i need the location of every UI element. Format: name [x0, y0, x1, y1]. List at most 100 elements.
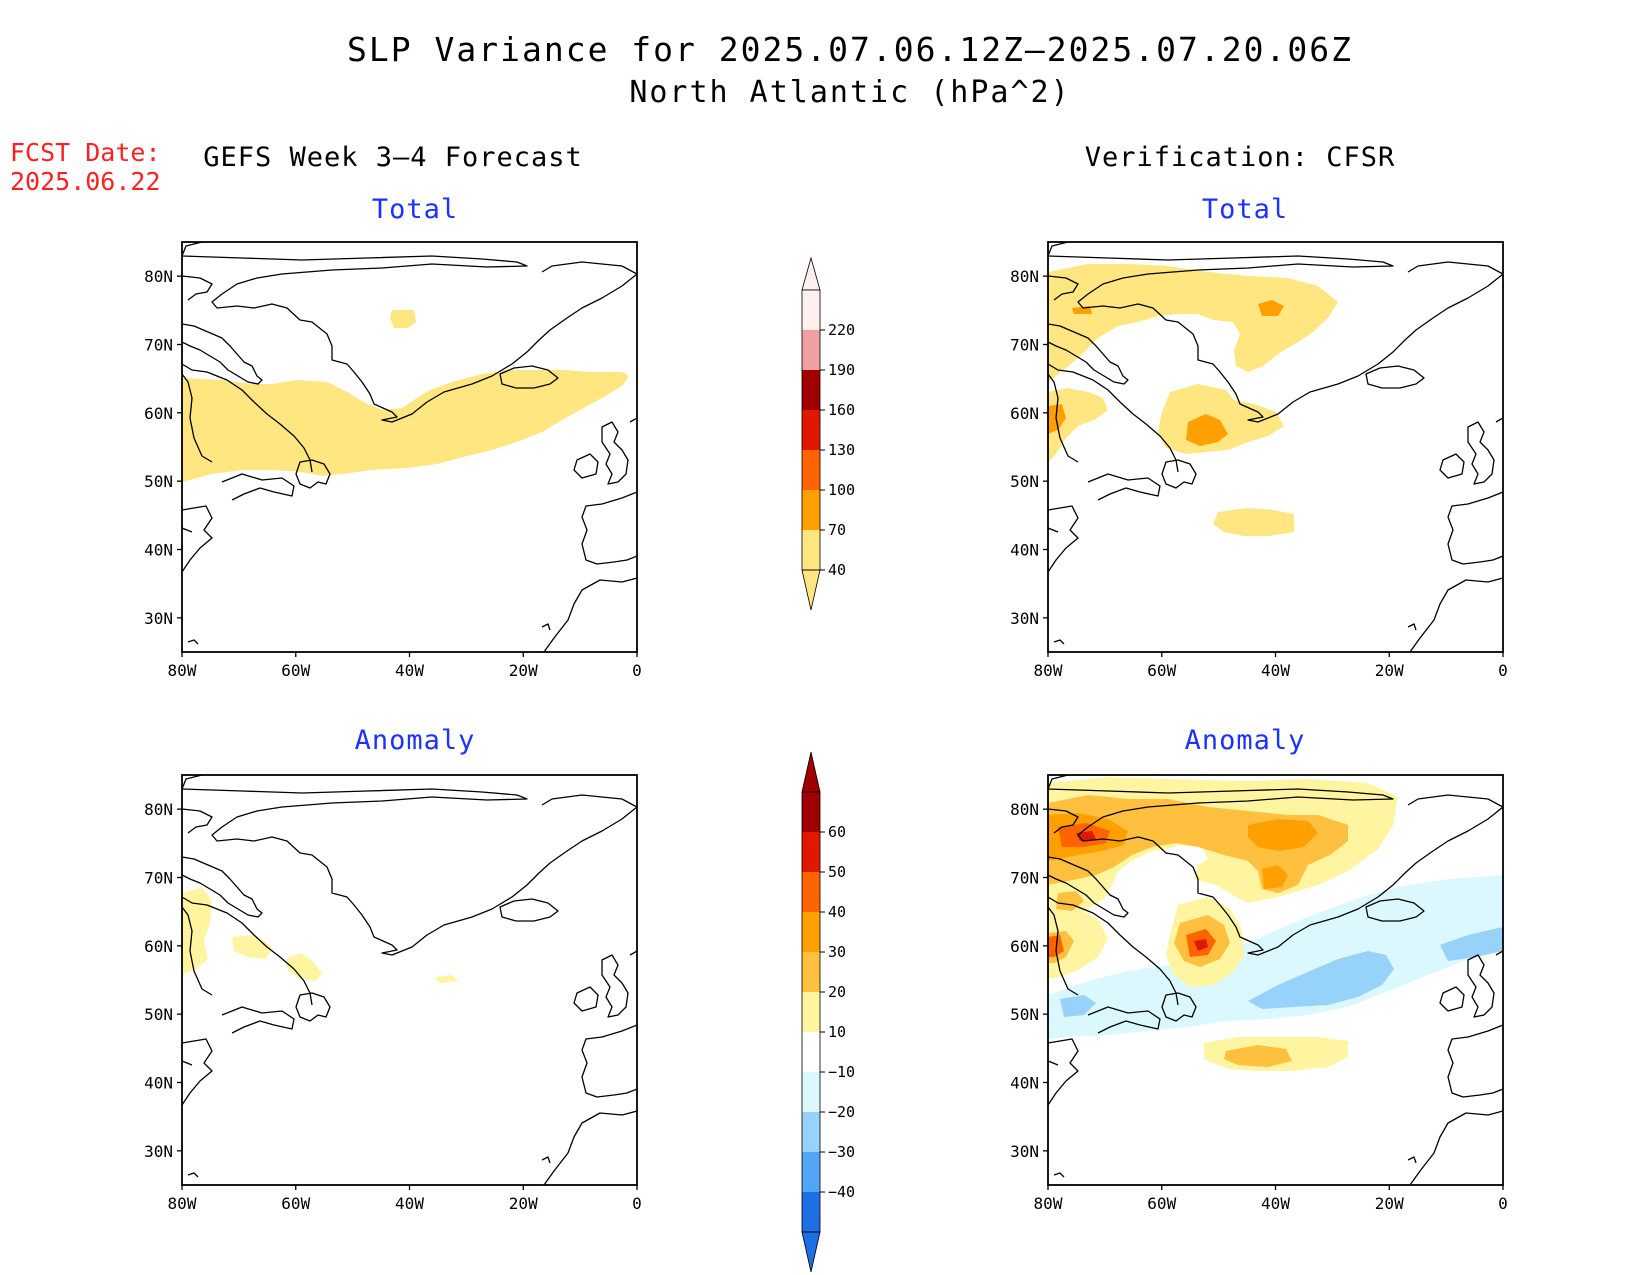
- panel-title-forecast-total: Total: [371, 194, 459, 225]
- y-tick-label: 50N: [1010, 1005, 1039, 1024]
- y-tick-label: 40N: [144, 1074, 173, 1093]
- x-tick-label: 40W: [1261, 661, 1290, 680]
- colorbar-label: 40: [828, 561, 846, 579]
- panel-title-forecast-anomaly: Anomaly: [354, 725, 476, 756]
- colorbar-swatch: [802, 1032, 820, 1072]
- colorbar-top-arrow: [801, 751, 821, 793]
- x-tick-label: 80W: [168, 661, 197, 680]
- y-tick-label: 30N: [1010, 609, 1039, 628]
- x-tick-label: 60W: [281, 661, 310, 680]
- y-tick-label: 70N: [1010, 336, 1039, 355]
- colorbar-frame: [801, 791, 821, 1233]
- y-tick-label: 80N: [1010, 800, 1039, 819]
- x-tick-label: 80W: [168, 1194, 197, 1213]
- panel-title-verification-total: Total: [1201, 194, 1289, 225]
- column-header-forecast: GEFS Week 3–4 Forecast: [203, 142, 583, 173]
- colorbar-top-arrow: [801, 256, 821, 291]
- colorbar-label: 220: [828, 321, 855, 339]
- panel-title-verification-anomaly: Anomaly: [1184, 725, 1306, 756]
- y-tick-label: 70N: [144, 336, 173, 355]
- colorbar-swatch: [802, 1072, 820, 1112]
- y-tick-label: 60N: [144, 404, 173, 423]
- y-tick-label: 60N: [1010, 937, 1039, 956]
- colorbar-swatch: [802, 832, 820, 872]
- y-tick-label: 60N: [1010, 404, 1039, 423]
- x-tick-label: 60W: [281, 1194, 310, 1213]
- y-tick-label: 60N: [144, 937, 173, 956]
- fcst-date: FCST Date: 2025.06.22: [10, 138, 161, 196]
- x-tick-label: 20W: [509, 1194, 538, 1213]
- x-tick-label: 20W: [1375, 661, 1404, 680]
- colorbar-swatch: [802, 290, 820, 330]
- colorbar-swatch: [802, 410, 820, 450]
- contour-fill: [182, 887, 458, 983]
- colorbar-label: −10: [828, 1063, 855, 1081]
- x-tick-label: 0: [632, 1194, 642, 1213]
- y-tick-label: 80N: [144, 800, 173, 819]
- colorbar-label: 20: [828, 983, 846, 1001]
- colorbar-swatch: [802, 1112, 820, 1152]
- y-tick-label: 70N: [144, 869, 173, 888]
- colorbar-label: 100: [828, 481, 855, 499]
- colorbar-frame: [801, 289, 821, 571]
- colorbar-label: 10: [828, 1023, 846, 1041]
- contour-fill: [182, 310, 629, 482]
- x-tick-label: 0: [632, 661, 642, 680]
- y-tick-label: 30N: [1010, 1142, 1039, 1161]
- colorbar-label: 50: [828, 863, 846, 881]
- contour-fill: [1048, 777, 1503, 1071]
- y-tick-label: 40N: [1010, 541, 1039, 560]
- colorbar-swatch: [802, 490, 820, 530]
- x-tick-label: 40W: [395, 661, 424, 680]
- y-tick-label: 50N: [1010, 472, 1039, 491]
- colorbar-bottom-arrow: [801, 1231, 821, 1273]
- title-line-1: SLP Variance for 2025.07.06.12Z–2025.07.…: [347, 30, 1353, 69]
- colorbar-swatch: [802, 912, 820, 952]
- colorbar-label: 190: [828, 361, 855, 379]
- colorbar-label: −20: [828, 1103, 855, 1121]
- colorbar-label: −30: [828, 1143, 855, 1161]
- x-tick-label: 0: [1498, 661, 1508, 680]
- title-line-2: North Atlantic (hPa^2): [629, 75, 1071, 110]
- x-tick-label: 80W: [1034, 661, 1063, 680]
- colorbar-anomaly: 60 50 40 30 20 10 −10 −20 −30 −40: [801, 751, 855, 1273]
- colorbar-label: 160: [828, 401, 855, 419]
- x-tick-label: 40W: [395, 1194, 424, 1213]
- x-tick-label: 80W: [1034, 1194, 1063, 1213]
- colorbar-label: 30: [828, 943, 846, 961]
- colorbar-swatch: [802, 1152, 820, 1192]
- colorbar-bottom-arrow: [801, 569, 821, 611]
- colorbar-total: 220 190 160 130 100 70 40: [801, 256, 855, 611]
- colorbar-label: 40: [828, 903, 846, 921]
- map-verification-total: [1047, 241, 1504, 653]
- x-tick-label: 20W: [509, 661, 538, 680]
- map-verification-anomaly: [1047, 774, 1504, 1186]
- colorbar-swatch: [802, 370, 820, 410]
- colorbar-swatch: [802, 1192, 820, 1232]
- column-header-verification: Verification: CFSR: [1084, 142, 1396, 173]
- y-tick-label: 50N: [144, 1005, 173, 1024]
- y-tick-label: 70N: [1010, 869, 1039, 888]
- x-tick-label: 40W: [1261, 1194, 1290, 1213]
- colorbar-label: 130: [828, 441, 855, 459]
- colorbar-swatch: [802, 450, 820, 490]
- colorbar-label: −40: [828, 1183, 855, 1201]
- fcst-date-label: FCST Date:: [10, 138, 161, 167]
- x-tick-label: 20W: [1375, 1194, 1404, 1213]
- y-tick-label: 80N: [1010, 267, 1039, 286]
- fcst-date-value: 2025.06.22: [10, 167, 161, 196]
- x-tick-label: 60W: [1147, 1194, 1176, 1213]
- y-tick-label: 40N: [1010, 1074, 1039, 1093]
- colorbar-swatch: [802, 792, 820, 832]
- colorbar-swatch: [802, 952, 820, 992]
- x-tick-label: 0: [1498, 1194, 1508, 1213]
- colorbar-label: 70: [828, 521, 846, 539]
- x-tick-label: 60W: [1147, 661, 1176, 680]
- colorbar-swatch: [802, 872, 820, 912]
- colorbar-swatch: [802, 992, 820, 1032]
- y-tick-label: 80N: [144, 267, 173, 286]
- axis-labels: 80W 60W 40W 20W 0 80N 70N 60N 50N 40N 30N 80W 60W 40W…: [144, 267, 1508, 1213]
- y-tick-label: 30N: [144, 1142, 173, 1161]
- colorbar-swatch: [802, 530, 820, 570]
